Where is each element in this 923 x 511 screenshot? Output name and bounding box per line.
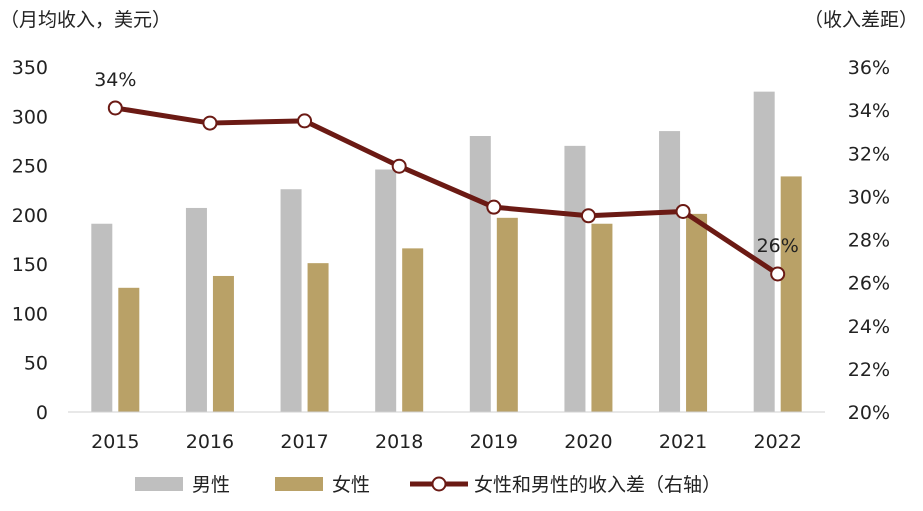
x-category-label: 2017 <box>280 431 328 453</box>
left-tick-label: 350 <box>12 57 48 79</box>
x-category-label: 2016 <box>186 431 234 453</box>
x-category-label: 2021 <box>659 431 707 453</box>
line-series-layer: 34% 26% <box>94 69 799 282</box>
bar-female <box>118 287 140 412</box>
right-tick-label: 28% <box>848 230 890 252</box>
bar-female <box>402 248 424 412</box>
right-tick-label: 36% <box>848 57 890 79</box>
bar-group <box>91 91 802 413</box>
x-category-label: 2018 <box>375 431 423 453</box>
bar-male <box>91 223 113 412</box>
bar-male <box>753 91 775 413</box>
left-tick-label: 250 <box>12 156 48 178</box>
gap-line <box>114 105 780 277</box>
x-category-label: 2020 <box>564 431 612 453</box>
gap-point <box>770 266 786 282</box>
data-label: 34% <box>94 69 136 91</box>
legend-swatch-male <box>135 477 183 491</box>
bar-male <box>280 189 302 412</box>
bar-female <box>496 217 518 412</box>
bar-male <box>564 145 586 412</box>
gap-point <box>391 158 407 174</box>
right-tick-label: 30% <box>848 186 890 208</box>
right-tick-label: 22% <box>848 359 890 381</box>
left-tick-label: 50 <box>24 353 48 375</box>
legend-marker-gap <box>431 476 447 492</box>
axis-ticks: 0 50 100 150 200 250 300 350 20% 22% 24% 26% 28% 30% 3… <box>12 57 890 453</box>
right-axis-unit: （收入差距） <box>804 9 918 31</box>
legend-label-female: 女性 <box>332 474 370 496</box>
bar-female <box>591 223 613 412</box>
x-category-label: 2022 <box>754 431 802 453</box>
gap-point <box>675 203 691 219</box>
left-tick-label: 150 <box>12 254 48 276</box>
left-tick-label: 100 <box>12 303 48 325</box>
bar-male <box>185 207 207 412</box>
right-tick-label: 24% <box>848 316 890 338</box>
x-category-label: 2019 <box>470 431 518 453</box>
right-tick-label: 34% <box>848 100 890 122</box>
gap-point <box>486 199 502 215</box>
gap-point <box>580 208 596 224</box>
left-axis-unit: （月均收入，美元） <box>0 9 171 31</box>
left-tick-label: 300 <box>12 106 48 128</box>
right-tick-label: 26% <box>848 273 890 295</box>
legend: 男性 女性 女性和男性的收入差（右轴） <box>135 474 721 496</box>
legend-label-gap: 女性和男性的收入差（右轴） <box>474 474 721 496</box>
bar-female <box>686 213 708 412</box>
right-tick-label: 32% <box>848 143 890 165</box>
gap-point <box>107 100 123 116</box>
gap-point <box>297 113 313 129</box>
legend-swatch-female <box>275 477 323 491</box>
legend-label-male: 男性 <box>192 474 230 496</box>
bar-female <box>780 176 802 412</box>
left-tick-label: 0 <box>36 402 48 424</box>
bar-male <box>469 136 491 412</box>
right-tick-label: 20% <box>848 402 890 424</box>
gap-point <box>202 115 218 131</box>
bar-male <box>659 131 681 413</box>
bar-female <box>307 263 329 412</box>
left-tick-label: 200 <box>12 205 48 227</box>
bar-male <box>375 169 397 412</box>
bar-female <box>212 275 234 412</box>
data-label: 26% <box>757 235 799 257</box>
x-category-label: 2015 <box>91 431 139 453</box>
